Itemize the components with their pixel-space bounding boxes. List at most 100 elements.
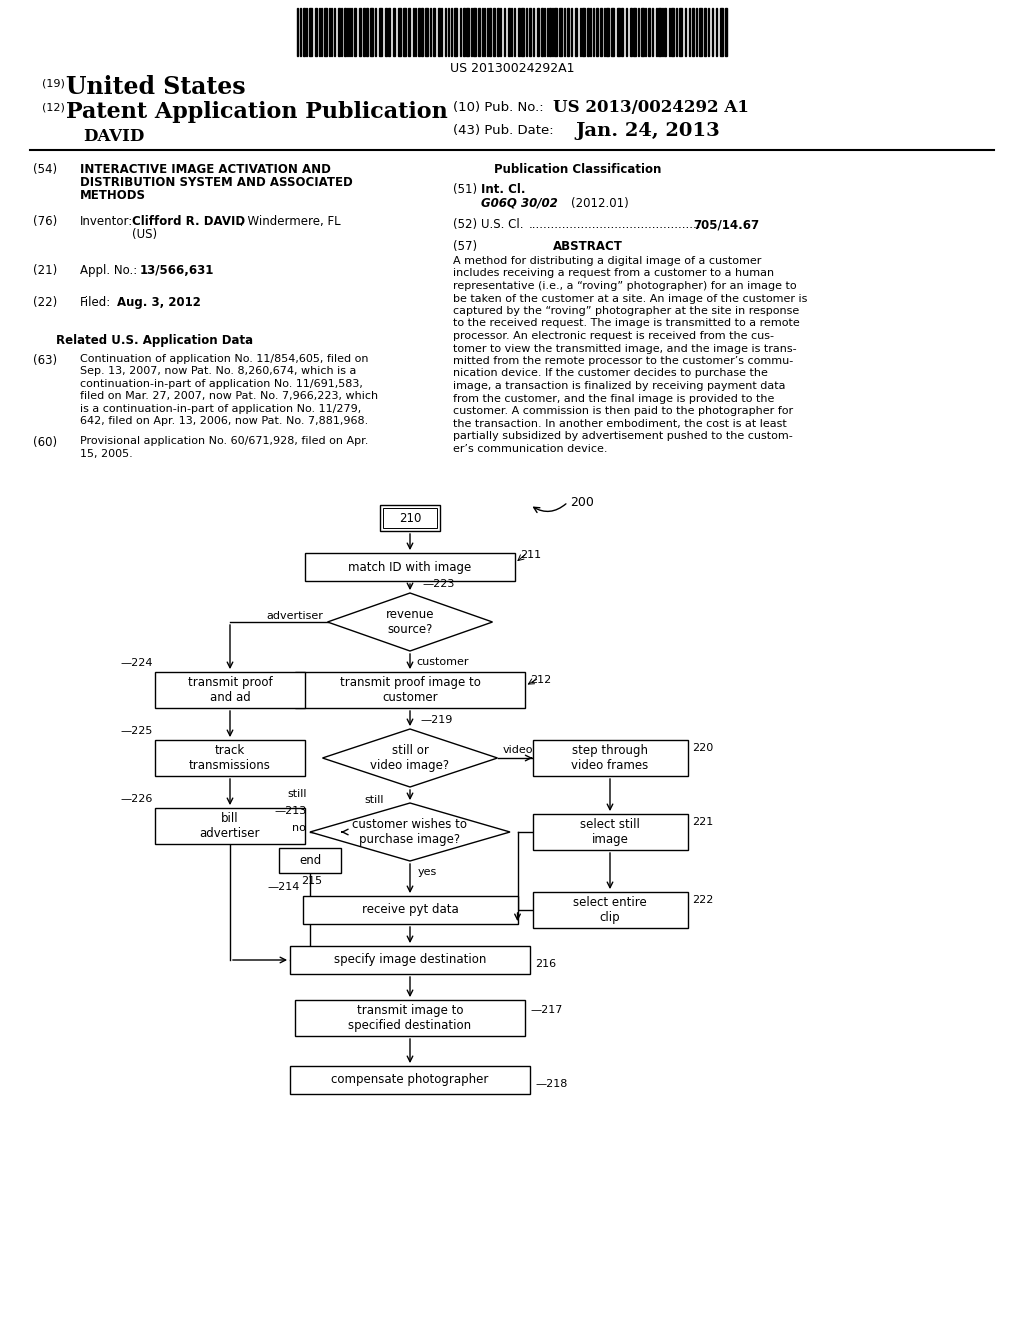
Text: mitted from the remote processor to the customer’s commu-: mitted from the remote processor to the … [453,356,794,366]
Text: (52): (52) [453,218,477,231]
Text: (51): (51) [453,183,477,195]
Text: 200: 200 [570,495,594,508]
Text: select entire
clip: select entire clip [573,896,647,924]
Text: Aug. 3, 2012: Aug. 3, 2012 [117,296,201,309]
Text: —223: —223 [422,579,455,589]
Text: continuation-in-part of application No. 11/691,583,: continuation-in-part of application No. … [80,379,362,389]
Bar [155,741,305,776]
Bar [290,946,530,974]
Text: DISTRIBUTION SYSTEM AND ASSOCIATED: DISTRIBUTION SYSTEM AND ASSOCIATED [80,176,352,189]
Text: Appl. No.:: Appl. No.: [80,264,137,277]
Bar [559,8,562,55]
Bar [324,8,327,55]
Bar [473,8,476,55]
Bar [633,8,636,55]
Bar [489,8,490,55]
Text: DAVID: DAVID [83,128,144,145]
Text: (US): (US) [132,228,157,242]
Text: ABSTRACT: ABSTRACT [553,240,623,253]
Text: —226: —226 [121,795,153,804]
Text: —225: —225 [121,726,153,737]
Bar [699,8,702,55]
Bar [582,8,585,55]
Bar [567,8,569,55]
Text: (76): (76) [33,215,57,228]
Bar [433,8,435,55]
Bar [508,8,510,55]
Text: U.S. Cl.: U.S. Cl. [481,218,523,231]
Text: 210: 210 [398,511,421,524]
Text: Sep. 13, 2007, now Pat. No. 8,260,674, which is a: Sep. 13, 2007, now Pat. No. 8,260,674, w… [80,367,356,376]
Text: (22): (22) [33,296,57,309]
Bar [532,814,687,850]
Text: step through
video frames: step through video frames [571,744,648,772]
Bar [344,8,346,55]
Text: 15, 2005.: 15, 2005. [80,449,133,458]
Bar [521,8,524,55]
Text: , Windermere, FL: , Windermere, FL [240,215,341,228]
Text: transmit proof image to
customer: transmit proof image to customer [340,676,480,704]
Bar [641,8,644,55]
Text: tomer to view the transmitted image, and the image is trans-: tomer to view the transmitted image, and… [453,343,797,354]
Text: revenue
source?: revenue source? [386,609,434,636]
Bar [398,8,401,55]
Text: Clifford R. DAVID: Clifford R. DAVID [132,215,245,228]
Text: 705/14.67: 705/14.67 [693,218,759,231]
Bar [290,1067,530,1094]
Bar [648,8,650,55]
Bar [554,8,557,55]
Bar [596,8,598,55]
Text: (2012.01): (2012.01) [571,197,629,210]
Bar [403,8,406,55]
Text: (54): (54) [33,162,57,176]
Bar [279,847,341,873]
Text: specify image destination: specify image destination [334,953,486,966]
Text: ..............................................: ........................................… [529,218,701,231]
Text: US 20130024292A1: US 20130024292A1 [450,62,574,75]
Text: —214: —214 [267,882,299,892]
Bar [679,8,682,55]
Bar [466,8,469,55]
Bar [720,8,723,55]
Bar [575,8,577,55]
Bar [478,8,480,55]
Text: 220: 220 [692,743,714,752]
Bar [362,8,365,55]
Bar [532,741,687,776]
Bar [354,8,356,55]
Text: 212: 212 [530,675,551,685]
Text: no: no [292,822,306,833]
Bar [418,8,420,55]
Text: (43) Pub. Date:: (43) Pub. Date: [453,124,554,137]
Text: partially subsidized by advertisement pushed to the custom-: partially subsidized by advertisement pu… [453,432,793,441]
Text: US 2013/0024292 A1: US 2013/0024292 A1 [553,99,749,116]
Bar [155,672,305,708]
Text: video: video [503,744,534,755]
Text: INTERACTIVE IMAGE ACTIVATION AND: INTERACTIVE IMAGE ACTIVATION AND [80,162,331,176]
Bar [671,8,674,55]
Text: advertiser: advertiser [266,611,324,620]
Bar [664,8,666,55]
Bar [621,8,623,55]
Bar [315,8,317,55]
Text: image, a transaction is finalized by receiving payment data: image, a transaction is finalized by rec… [453,381,785,391]
Bar [497,8,499,55]
Text: (12): (12) [42,103,65,114]
Bar [425,8,428,55]
Text: 222: 222 [692,895,714,906]
Bar [725,8,727,55]
Text: United States: United States [66,75,246,99]
Polygon shape [323,729,498,787]
Text: 221: 221 [692,817,714,828]
Text: select still
image: select still image [580,818,640,846]
Bar [617,8,620,55]
Text: Patent Application Publication: Patent Application Publication [66,102,447,123]
Text: is a continuation-in-part of application No. 11/279,: is a continuation-in-part of application… [80,404,361,414]
Text: 216: 216 [535,960,556,969]
Text: still: still [288,789,307,799]
Bar [303,8,305,55]
Bar [408,8,410,55]
Text: (19): (19) [42,78,65,88]
Text: 211: 211 [520,550,541,560]
Text: METHODS: METHODS [80,189,146,202]
